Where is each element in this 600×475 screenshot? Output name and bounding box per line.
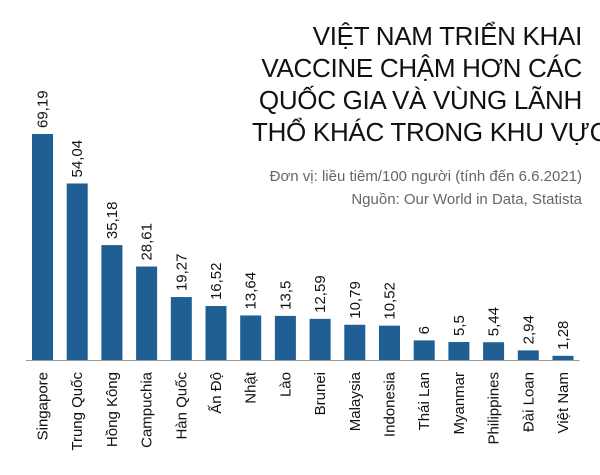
bar-6 [205,306,227,360]
bar-15 [517,350,539,360]
bar-value-label: 1,28 [555,321,572,350]
category-label: Hồng Kông [104,372,121,447]
bar-value-label: 16,52 [208,262,225,300]
bar-value-label: 13,5 [277,281,294,310]
category-label: Campuchia [139,371,156,448]
category-label: Trung Quốc [69,372,86,451]
category-label: Lào [277,372,294,397]
category-label: Philippines [486,372,503,445]
bar-value-label: 13,64 [243,272,260,310]
bar-14 [483,342,505,360]
bar-value-label: 35,18 [104,202,121,240]
bar-12 [413,340,435,360]
title-line-4: THỔ KHÁC TRONG KHU VỰC [252,117,600,147]
bar-1 [32,134,53,360]
bar-value-label: 54,04 [69,140,86,178]
bar-2 [66,183,88,360]
category-label: Đài Loan [520,372,537,432]
unit-note: Đơn vị: liều tiêm/100 người (tính đến 6.… [269,168,582,185]
category-label: Myanmar [451,372,468,435]
chart-title: VIỆT NAM TRIỂN KHAI VACCINE CHẬM HƠN CÁC… [252,20,600,148]
source-note: Nguồn: Our World in Data, Statista [351,191,582,208]
bar-value-label: 10,52 [382,282,399,320]
category-label: Singapore [35,372,52,440]
bar-value-label: 28,61 [139,223,156,261]
bar-9 [309,318,331,360]
category-label: Nhật [243,371,260,404]
category-label: Ấn Độ [208,372,225,414]
title-line-3: QUỐC GIA VÀ VÙNG LÃNH [258,85,582,115]
category-label: Brunei [312,372,329,415]
title-line-2: VACCINE CHẬM HƠN CÁC [261,53,582,83]
bar-value-label: 5,44 [486,307,503,336]
category-label: Indonesia [382,371,399,437]
bar-value-label: 10,79 [347,281,364,319]
category-label: Hàn Quốc [173,372,190,440]
bar-value-label: 69,19 [35,90,52,128]
category-label: Việt Nam [555,372,572,433]
bar-8 [274,315,296,360]
bar-13 [448,342,470,360]
category-label: Thái Lan [416,372,433,430]
bar-11 [379,325,400,360]
bar-16 [552,355,574,360]
bar-3 [101,245,123,360]
bar-7 [240,315,262,360]
bar-4 [136,266,158,360]
bar-10 [344,324,366,360]
title-line-1: VIỆT NAM TRIỂN KHAI [312,21,583,51]
bar-value-label: 12,59 [312,275,329,313]
bar-value-label: 5,5 [451,315,468,336]
bar-value-label: 6 [416,326,433,334]
category-label: Malaysia [347,371,364,431]
bar-5 [170,297,192,360]
bar-value-label: 19,27 [173,254,190,292]
bar-value-label: 2,94 [520,315,537,344]
